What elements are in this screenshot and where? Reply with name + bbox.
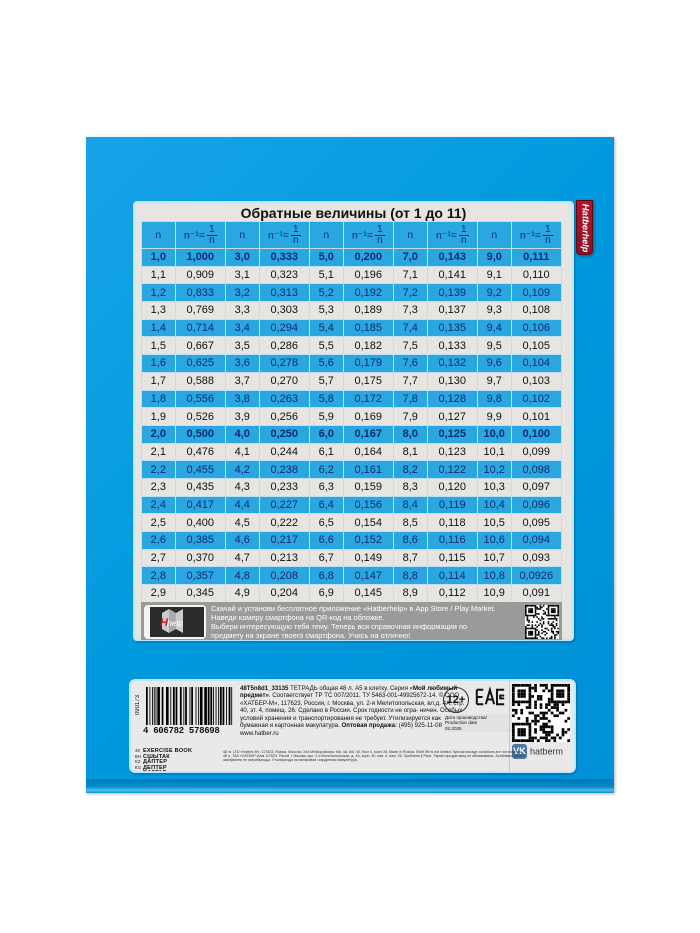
svg-text:help: help [167,618,183,628]
